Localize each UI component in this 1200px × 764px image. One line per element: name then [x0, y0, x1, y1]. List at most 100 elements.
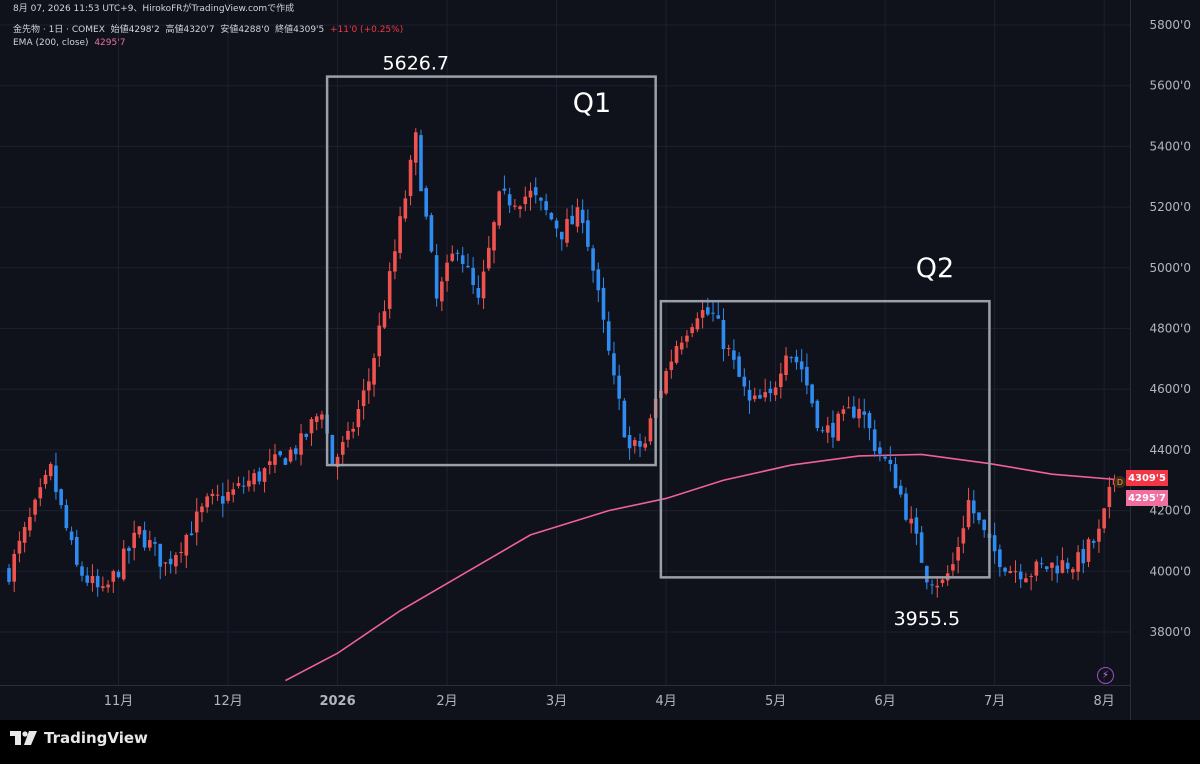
candle-body [455, 252, 460, 254]
candle-body [956, 546, 960, 561]
candle-body [502, 188, 507, 191]
lightning-icon[interactable]: ⚡ [1097, 667, 1114, 684]
candle-body [716, 315, 721, 319]
candle-body [148, 540, 152, 548]
candle-body [904, 493, 908, 520]
candle-body [1071, 569, 1075, 573]
candle-body [7, 568, 11, 582]
tradingview-logo-icon [10, 731, 37, 745]
price-tick-label: 4800'0 [1150, 322, 1191, 336]
price-axis: 5800'0 5600'0 5400'0 5200'0 5000'0 4800'0 4600… [1150, 18, 1191, 639]
candle-body [533, 187, 538, 196]
candle-body [262, 468, 267, 482]
candle-body [132, 532, 136, 549]
candle-body [685, 335, 689, 342]
candle-body [80, 566, 84, 576]
indicator-legend[interactable]: EMA (200, close) 4295'7 [13, 38, 125, 49]
candle-body [601, 287, 606, 320]
candle-body [367, 381, 371, 391]
candle-body [758, 395, 762, 399]
candle-body [486, 247, 491, 269]
candle-body [168, 558, 173, 565]
candle-body [883, 456, 887, 459]
candle-body [627, 434, 632, 449]
time-tick-label: 12月 [213, 694, 243, 709]
candle-body [158, 543, 163, 567]
candle-body [215, 494, 220, 496]
candle-body [643, 443, 648, 448]
candle-body [679, 342, 684, 350]
candle-body [852, 406, 856, 418]
candle-body [74, 536, 79, 565]
candle-body [1034, 561, 1039, 576]
price-tick-label: 4000'0 [1150, 564, 1191, 578]
candle-body [1050, 562, 1054, 568]
candle-body [288, 449, 293, 462]
candle-body [528, 190, 533, 198]
time-tick-label: 2026 [319, 694, 355, 709]
time-tick-label: 6月 [874, 694, 895, 709]
candle-body [356, 409, 361, 428]
candle-body [1029, 576, 1033, 578]
candle-body [210, 493, 215, 496]
candle-body [179, 551, 183, 553]
candle-body [481, 271, 486, 299]
candle-body [507, 194, 512, 206]
candle-body [831, 422, 835, 438]
candle-body [1107, 486, 1112, 508]
ema-price-tag: 4295'7 [1126, 490, 1168, 506]
candle-body [252, 473, 256, 485]
candle-body [596, 269, 601, 291]
candle-body [445, 262, 449, 282]
candle-body [330, 434, 335, 464]
candle-body [309, 419, 314, 434]
candle-body [586, 220, 590, 247]
candle-body [1008, 571, 1013, 574]
candle-body [648, 418, 653, 442]
dividend-badge[interactable]: D [1114, 476, 1126, 488]
candle-body [622, 400, 627, 438]
candle-body [982, 519, 987, 531]
candle-body [54, 465, 58, 493]
candle-body [523, 196, 528, 205]
candle-body [925, 566, 929, 583]
candle-body [403, 198, 408, 219]
candle-body [372, 358, 376, 385]
candle-body [612, 353, 616, 376]
candle-body [549, 212, 554, 220]
annotation-label: Q2 [916, 253, 954, 284]
candle-body [784, 355, 788, 375]
candle-body [299, 433, 303, 455]
symbol-legend[interactable]: 金先物 · 1日 · COMEX 始値4298'2 高値4320'7 安値428… [13, 25, 403, 36]
candle-body [127, 547, 131, 551]
candle-body [59, 489, 63, 506]
candle-body [575, 207, 580, 227]
candle-body [711, 312, 715, 314]
candle-body [497, 191, 502, 226]
candle-body [951, 564, 955, 571]
candle-body [450, 253, 455, 261]
ohlc-change: +11'0 (+0.25%) [330, 25, 404, 35]
price-tick-label: 5200'0 [1150, 200, 1191, 214]
candle-body [1060, 560, 1065, 573]
time-tick-label: 3月 [546, 694, 567, 709]
candle-body [116, 571, 121, 578]
candle-body [706, 307, 710, 315]
candle-body [221, 496, 225, 504]
candle-body [815, 400, 820, 429]
ema-line [285, 453, 1126, 682]
candle-body [820, 430, 825, 432]
candle-body [38, 487, 43, 499]
candle-body [591, 248, 595, 271]
price-chart[interactable]: 5626.7 3955.5 Q1 Q2 5800'0 5600'0 5400'0 5200'… [0, 0, 1200, 720]
candle-body [836, 413, 840, 441]
candle-body [398, 216, 402, 253]
chart-credit-line: 8月 07, 2026 11:53 UTC+9、HirokoFRがTrading… [13, 4, 294, 15]
box-q2 [659, 299, 991, 579]
candle-body [878, 447, 882, 454]
tradingview-logo[interactable]: TradingView [10, 729, 148, 747]
candle-body [721, 320, 726, 350]
candle-body [966, 500, 971, 528]
candle-body [862, 411, 867, 415]
candle-body [33, 499, 37, 515]
